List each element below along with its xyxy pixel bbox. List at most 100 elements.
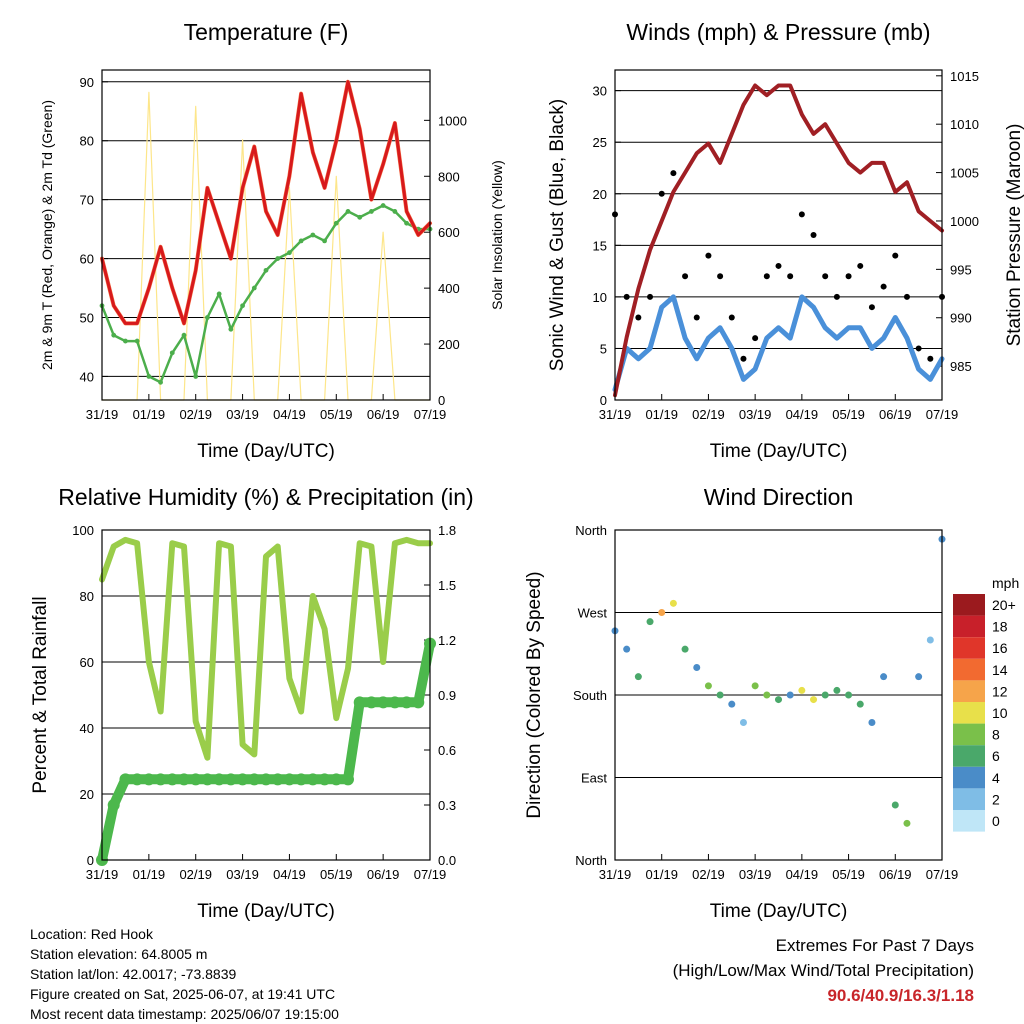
gust-point (822, 273, 829, 280)
direction-point (716, 691, 724, 699)
x-tick-label: 07/19 (926, 867, 959, 882)
plot-frame (101, 69, 431, 401)
direction-point (833, 686, 841, 694)
elevation-text: Station elevation: 64.8005 m (30, 946, 208, 962)
x-tick-label: 01/19 (133, 867, 166, 882)
y2-axis-label: Solar Insolation (Yellow) (489, 160, 505, 310)
legend-label: 12 (992, 683, 1008, 699)
panel-title: Temperature (F) (184, 19, 349, 45)
legend-swatch (953, 702, 985, 724)
pressure-line (613, 83, 944, 398)
y-tick-label: 80 (80, 589, 94, 604)
direction-point (926, 636, 934, 644)
y-tick-label: 40 (80, 369, 94, 384)
y-tick-label: 20 (80, 787, 94, 802)
plot-frame (614, 529, 943, 861)
y2-tick-label: 1.2 (438, 633, 456, 648)
legend-label: 0 (992, 813, 1000, 829)
gust-point (880, 283, 887, 290)
legend-swatch (953, 723, 985, 746)
y-axis-label: 2m & 9m T (Red, Orange) & 2m Td (Green) (39, 100, 55, 370)
gust-point (868, 304, 875, 311)
gust-point (903, 293, 910, 300)
legend-label: 4 (992, 770, 1000, 786)
direction-point (623, 645, 631, 653)
extremes-subtitle: (High/Low/Max Wind/Total Precipitation) (672, 961, 974, 980)
y-tick-label: 90 (80, 75, 94, 90)
x-tick-label: 01/19 (645, 867, 678, 882)
legend-swatch (953, 745, 985, 767)
created-text: Figure created on Sat, 2025-06-07, at 19… (30, 986, 336, 1002)
plot-frame (101, 529, 431, 861)
legend-swatch (953, 810, 985, 832)
y2-axis-label: Station Pressure (Maroon) (1004, 124, 1024, 347)
gust-point (857, 262, 864, 269)
gust-point (752, 335, 759, 342)
legend-swatch (953, 594, 985, 616)
direction-point (845, 691, 853, 699)
extremes-values: 90.6/40.9/16.3/1.18 (827, 986, 974, 1005)
gust-point (915, 345, 922, 352)
gust-point (833, 293, 840, 300)
extremes-box: Extremes For Past 7 Days (High/Low/Max W… (673, 933, 974, 1008)
x-tick-label: 04/19 (273, 407, 306, 422)
y2-tick-label: 990 (950, 311, 972, 326)
x-tick-label: 03/19 (226, 867, 259, 882)
direction-point (658, 609, 666, 616)
direction-point (739, 719, 747, 726)
legend-label: 18 (992, 619, 1008, 635)
gust-point (658, 190, 665, 197)
y-tick-label: 100 (72, 523, 94, 538)
y2-tick-label: 985 (950, 359, 972, 374)
legend-label: 20+ (992, 597, 1016, 613)
direction-point (868, 719, 876, 726)
y-tick-label: 20 (593, 187, 607, 202)
gust-point (728, 314, 735, 321)
latlon-text: Station lat/lon: 42.0017; -73.8839 (30, 966, 237, 982)
direction-tick-label: North (575, 523, 607, 538)
x-tick-label: 05/19 (320, 407, 353, 422)
gust-point (787, 273, 794, 280)
x-tick-label: 04/19 (273, 867, 306, 882)
x-tick-label: 06/19 (367, 867, 400, 882)
direction-point (856, 700, 864, 708)
panel-title: Winds (mph) & Pressure (mb) (626, 19, 930, 45)
y-tick-label: 0 (600, 393, 607, 408)
y-tick-label: 70 (80, 193, 94, 208)
x-tick-label: 06/19 (367, 407, 400, 422)
gust-point (693, 314, 700, 321)
x-tick-label: 02/19 (179, 407, 212, 422)
y2-tick-label: 200 (438, 337, 460, 352)
y2-tick-label: 1000 (950, 214, 979, 229)
direction-point (903, 819, 911, 827)
plot-frame (614, 69, 943, 401)
x-axis-label: Time (Day/UTC) (710, 901, 848, 922)
direction-tick-label: South (573, 688, 607, 703)
direction-point (693, 664, 701, 671)
x-tick-label: 03/19 (226, 407, 259, 422)
x-tick-label: 07/19 (926, 407, 959, 422)
legend-swatch (953, 658, 985, 681)
location-text: Location: Red Hook (30, 926, 153, 942)
direction-point (634, 673, 642, 681)
x-tick-label: 02/19 (692, 407, 725, 422)
direction-point (751, 682, 759, 690)
gust-point (670, 170, 677, 177)
y2-tick-label: 995 (950, 262, 972, 277)
panel-title: Relative Humidity (%) & Precipitation (i… (58, 484, 473, 510)
y-axis-label: Percent & Total Rainfall (30, 596, 51, 793)
legend-swatch (953, 615, 985, 638)
direction-point (681, 645, 689, 653)
gust-point (635, 314, 642, 321)
direction-tick-label: East (581, 771, 607, 786)
gust-point (810, 232, 817, 238)
direction-point (669, 599, 677, 607)
gust-point (845, 273, 852, 280)
x-tick-label: 05/19 (320, 867, 353, 882)
legend-swatch (953, 766, 985, 789)
legend-label: 10 (992, 705, 1008, 721)
direction-point (646, 618, 654, 626)
y-tick-label: 25 (593, 135, 607, 150)
gust-point (763, 273, 770, 280)
solar-insolation-line (101, 91, 431, 401)
